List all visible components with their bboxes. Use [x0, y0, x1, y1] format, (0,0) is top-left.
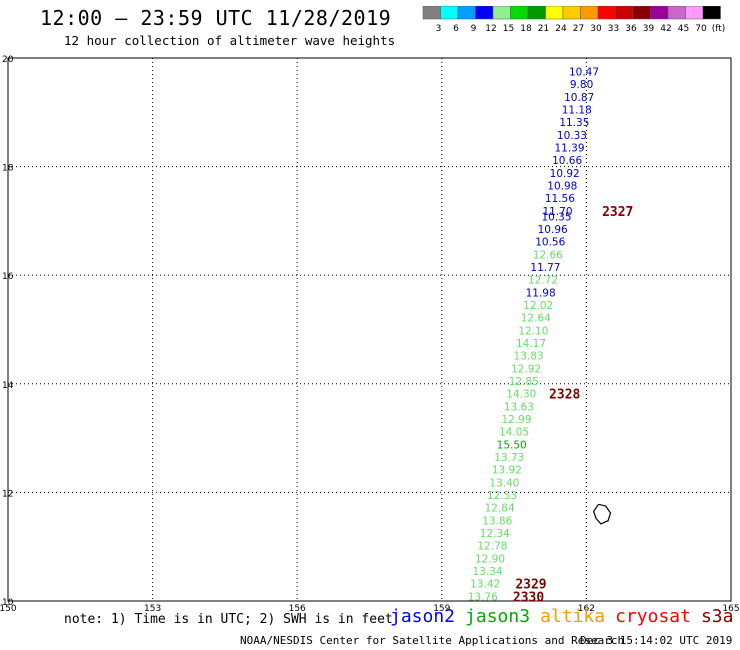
wave-height-label: 14.30	[506, 389, 536, 401]
wave-height-label: 12.64	[521, 313, 551, 325]
wave-height-label: 10.92	[550, 168, 580, 180]
colorbar-tick-label: 6	[453, 24, 459, 34]
legend-item-s3a: s3a	[700, 606, 734, 627]
wave-height-label: 10.66	[552, 155, 582, 167]
y-tick-label: 18	[2, 164, 14, 174]
wave-height-label: 13.86	[482, 516, 512, 528]
colorbar-tick-label: 12	[485, 24, 496, 34]
wave-height-label: 10.47	[569, 67, 599, 79]
colorbar-tick-label: 33	[608, 24, 619, 34]
y-tick-label: 12	[2, 489, 13, 499]
legend-item-jason2: jason2	[390, 606, 456, 627]
wave-height-label: 13.92	[492, 465, 522, 477]
colorbar-tick-label: 24	[555, 24, 567, 34]
colorbar-tick-label: 42	[660, 24, 671, 34]
plot-frame	[7, 57, 732, 602]
wave-height-label: 12.10	[518, 326, 548, 338]
island-coastline	[592, 503, 612, 525]
colorbar-tick-label: 39	[643, 24, 655, 34]
wave-height-label: 13.73	[494, 452, 524, 464]
wave-height-label: 11.98	[526, 288, 556, 300]
wave-height-label: 11.35	[559, 117, 589, 129]
wave-height-label: 13.76	[468, 592, 498, 604]
wave-height-label: 12.72	[528, 275, 558, 287]
satellite-legend: jason2 jason3 altika cryosat s3a	[390, 606, 740, 627]
wave-height-label: 11.39	[554, 143, 584, 155]
chart-title: 12:00 – 23:59 UTC 11/28/2019	[40, 6, 392, 30]
wave-height-label: 13.42	[470, 579, 500, 591]
wave-height-label: 12.85	[509, 376, 539, 388]
y-tick-label: 14	[2, 381, 14, 391]
wave-height-label: 12.02	[523, 300, 553, 312]
wave-height-label: 14.05	[499, 427, 529, 439]
credit-text: NOAA/NESDIS Center for Satellite Applica…	[240, 634, 625, 647]
wave-height-label: 10.33	[557, 130, 587, 142]
wave-height-label: 12.84	[485, 503, 515, 515]
wave-height-label: 13.83	[514, 351, 544, 363]
y-tick-label: 16	[2, 272, 14, 282]
wave-height-label: 10.96	[538, 224, 568, 236]
time-label: 2330	[513, 591, 544, 606]
wave-height-label: 13.34	[473, 566, 503, 578]
wave-height-label: 10.87	[564, 92, 594, 104]
x-tick-label: 153	[144, 604, 161, 614]
note-text: note: 1) Time is in UTC; 2) SWH is in fe…	[64, 612, 393, 627]
wave-height-label: 11.18	[562, 105, 592, 117]
y-tick-label: 10	[2, 598, 14, 608]
generated-timestamp: Dec 3 15:14:02 UTC 2019	[580, 634, 733, 647]
colorbar-tick-label: 27	[573, 24, 584, 34]
color-scale-legend: 3 6 9 12 15 18 21 24 27 30 33 36 39 42 45 70 (ft)	[422, 6, 726, 34]
wave-height-label: 12.66	[533, 250, 563, 262]
colorbar-tick-label: 70	[695, 24, 707, 34]
wave-height-label: 13.40	[489, 478, 519, 490]
wave-height-label: 11.56	[545, 193, 575, 205]
colorbar-tick-label: (ft)	[712, 24, 726, 34]
colorbar-swatch	[702, 6, 721, 20]
x-tick-label: 150	[0, 604, 17, 614]
wave-height-label: 12.53	[487, 490, 517, 502]
chart-subtitle: 12 hour collection of altimeter wave hei…	[64, 33, 396, 48]
colorbar-tick-label: 3	[436, 24, 442, 34]
time-label: 2327	[602, 205, 633, 220]
wave-height-label: 10.98	[547, 181, 577, 193]
legend-item-jason3: jason3	[465, 606, 531, 627]
colorbar-tick-label: 45	[678, 24, 689, 34]
colorbar-tick-label: 30	[590, 24, 602, 34]
legend-item-altika: altika	[540, 606, 606, 627]
colorbar-tick-label: 15	[503, 24, 514, 34]
time-label: 2328	[549, 388, 580, 403]
x-tick-label: 156	[289, 604, 306, 614]
wave-height-label: 12.92	[511, 364, 541, 376]
wave-height-label: 14.17	[516, 338, 546, 350]
wave-height-label: 10.35	[541, 212, 571, 224]
wave-height-label: 9.80	[570, 79, 593, 91]
colorbar-tick-label: 21	[538, 24, 549, 34]
x-tick-label: 159	[433, 604, 450, 614]
wave-height-label: 12.78	[477, 541, 507, 553]
wave-height-label: 12.99	[501, 414, 531, 426]
y-tick-label: 20	[2, 55, 14, 65]
wave-height-label: 12.34	[480, 528, 510, 540]
x-tick-label: 162	[578, 604, 595, 614]
legend-item-cryosat: cryosat	[615, 606, 691, 627]
wave-height-label: 11.77	[530, 262, 560, 274]
wave-height-label: 11.70	[542, 206, 572, 218]
wave-height-label: 12.90	[475, 554, 505, 566]
x-tick-label: 165	[722, 604, 739, 614]
wave-height-label: 13.63	[504, 402, 534, 414]
wave-height-label: 10.56	[535, 237, 565, 249]
wave-height-label: 15.50	[497, 440, 527, 452]
colorbar-tick-label: 18	[520, 24, 532, 34]
colorbar-tick-label: 9	[471, 24, 477, 34]
colorbar-tick-label: 36	[625, 24, 637, 34]
time-label: 2329	[515, 578, 546, 593]
